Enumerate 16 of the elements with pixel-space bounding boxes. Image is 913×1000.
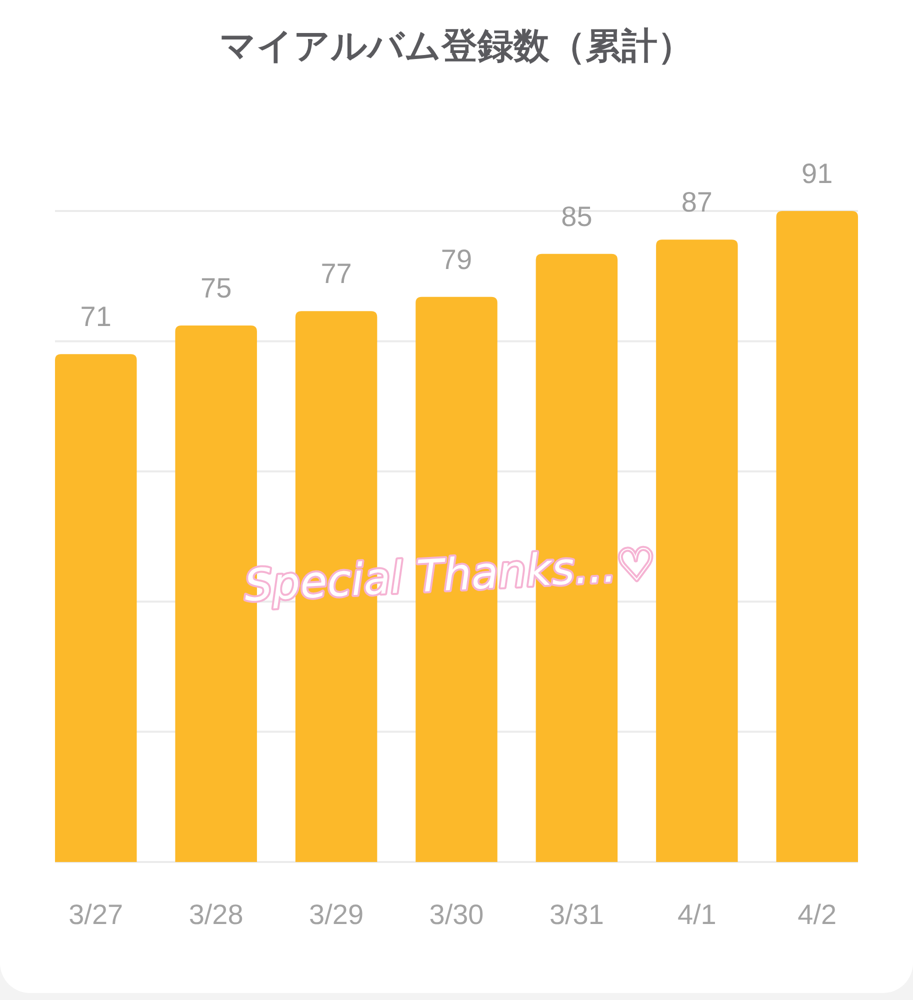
x-tick-label: 3/29 (309, 899, 364, 930)
annotation: Special Thanks...♡ (242, 539, 658, 612)
data-label: 91 (802, 158, 833, 189)
data-label: 85 (561, 200, 592, 232)
data-label: 79 (440, 244, 472, 275)
x-tick-label: 3/30 (429, 899, 484, 930)
title: マイアルバム登録数（累計） (220, 25, 694, 66)
x-tick-label: 3/31 (549, 899, 604, 930)
data-label: 77 (320, 258, 352, 290)
data-label: 75 (200, 272, 232, 304)
data-label: 71 (80, 301, 112, 332)
x-tick-label: 3/28 (188, 899, 244, 930)
x-tick-label: 4/1 (677, 899, 716, 930)
data-label: 87 (681, 186, 712, 218)
x-tick-label: 4/2 (798, 899, 837, 930)
x-tick-label: 3/27 (68, 899, 124, 930)
